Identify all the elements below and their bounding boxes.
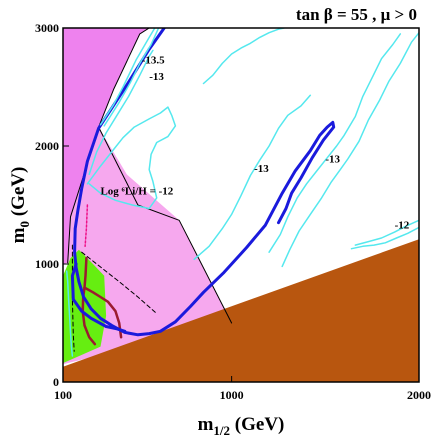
region-magenta xyxy=(63,28,150,264)
line-dark-red-branch xyxy=(83,286,123,339)
line-cyan-loop-center xyxy=(86,106,177,210)
y-axis-title-sub: 0 xyxy=(17,221,32,228)
line-cyan-contour-mid-right xyxy=(193,94,312,261)
contour-label: -13 xyxy=(325,154,340,166)
y-tick-label: 2000 xyxy=(35,139,59,153)
x-axis-title-unit: (GeV) xyxy=(230,414,284,435)
y-axis-title-main: m xyxy=(8,227,29,243)
line-cyan-contour-lower-right-2 xyxy=(354,219,419,246)
line-cyan-contour-right-3 xyxy=(281,31,419,268)
line-cyan-contour-upper-left-2 xyxy=(103,28,160,127)
line-cyan-left-bottom xyxy=(65,270,74,357)
contour-label: -13.5 xyxy=(142,54,165,66)
line-cyan-contour-right-1 xyxy=(202,28,285,85)
x-axis-title: m1/2 (GeV) xyxy=(198,414,285,438)
line-dashed-line xyxy=(81,251,158,315)
y-tick-label: 0 xyxy=(53,375,59,389)
y-axis-title: m0 (GeV) xyxy=(8,167,32,244)
line-blue-contour-lower xyxy=(70,262,127,333)
x-tick-label: 2000 xyxy=(407,388,431,402)
contour-label: -13 xyxy=(254,163,269,175)
chart-title: tan β = 55 , μ > 0 xyxy=(296,5,417,24)
contour-lines xyxy=(65,28,419,357)
contour-label: -13 xyxy=(149,71,164,83)
y-tick-label: 1000 xyxy=(35,257,59,271)
contour-labels: -13.5 -13 -13 -13 -12 Log ⁶Li/H = -12 xyxy=(100,54,409,231)
line-blue-contour-main xyxy=(73,28,336,337)
axis-ticks: 100 1000 2000 0 1000 2000 3000 xyxy=(35,21,431,402)
x-axis-title-main: m xyxy=(198,414,214,435)
contour-label: -12 xyxy=(395,220,410,232)
line-dotted-line xyxy=(84,204,89,248)
region-brown xyxy=(63,239,419,382)
x-tick-label: 100 xyxy=(54,388,72,402)
x-tick-label: 1000 xyxy=(220,388,244,402)
line-dark-red-curve xyxy=(81,256,97,346)
line-cyan-contour-lower-right xyxy=(350,226,419,250)
line-pink-edge-right xyxy=(98,126,233,324)
x-axis-title-sub: 1/2 xyxy=(213,423,230,438)
line-green-edge-dashed xyxy=(71,244,75,352)
contour-label: Log ⁶Li/H = -12 xyxy=(100,185,173,197)
y-tick-label: 3000 xyxy=(35,21,59,35)
line-cyan-contour-right-2 xyxy=(268,33,402,253)
y-axis-title-unit: (GeV) xyxy=(8,167,29,221)
line-cyan-contour-mid-left xyxy=(88,49,154,176)
line-cyan-contour-upper-left xyxy=(99,28,156,126)
plot-frame xyxy=(62,27,420,383)
